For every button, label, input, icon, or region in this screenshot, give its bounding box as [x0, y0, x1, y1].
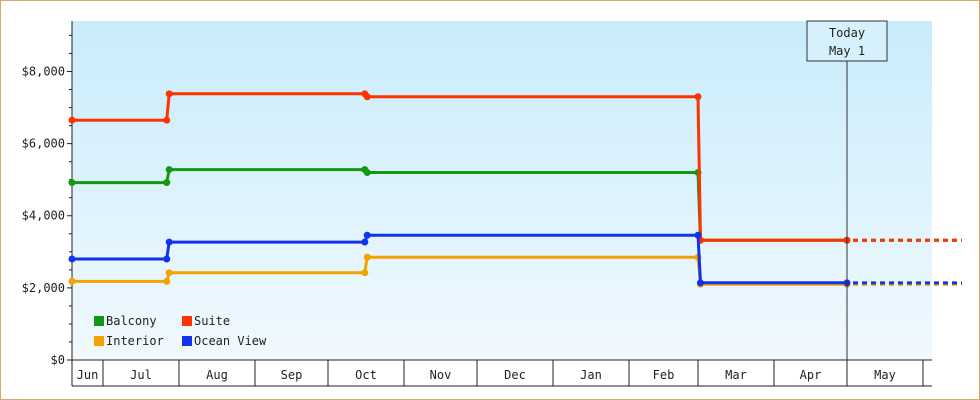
legend-swatch: [182, 336, 192, 346]
x-tick-label: Dec: [504, 368, 526, 382]
y-tick-label: $8,000: [22, 64, 65, 78]
data-point: [165, 166, 173, 174]
data-point: [68, 179, 76, 187]
data-point: [363, 253, 371, 261]
y-tick-label: $4,000: [22, 209, 65, 223]
y-tick-label: $2,000: [22, 281, 65, 295]
x-tick-label: Mar: [725, 368, 747, 382]
x-tick-label: Oct: [355, 368, 377, 382]
today-marker: Today May 1: [806, 20, 888, 360]
x-tick-label: May: [874, 368, 896, 382]
data-point: [363, 93, 371, 101]
data-point: [694, 231, 702, 239]
data-point: [694, 93, 702, 101]
legend-item: Interior: [94, 334, 164, 348]
x-tick-label: Apr: [800, 368, 822, 382]
data-point: [361, 269, 369, 277]
x-tick-label: Feb: [653, 368, 675, 382]
today-date: May 1: [829, 44, 865, 58]
legend-item: Suite: [182, 314, 230, 328]
legend-swatch: [182, 316, 192, 326]
series-layer: [68, 90, 962, 288]
data-point: [163, 179, 171, 187]
legend-swatch: [94, 316, 104, 326]
legend-swatch: [94, 336, 104, 346]
legend-label: Balcony: [106, 314, 157, 328]
data-point: [163, 116, 171, 124]
x-tick-label: Jul: [130, 368, 152, 382]
today-label: Today: [829, 26, 865, 40]
x-tick-label: Sep: [281, 368, 303, 382]
x-tick-label: Jun: [77, 368, 99, 382]
series-ocean-view: [68, 231, 962, 287]
data-point: [363, 231, 371, 239]
x-tick-label: Nov: [430, 368, 452, 382]
axes: $0 $2,000 $4,000 $6,000 $8,000 Jun Jul Aug Sep Oc…: [22, 21, 932, 387]
data-point: [163, 255, 171, 263]
y-tick-label: $0: [51, 353, 65, 367]
legend: Balcony Suite Interior Ocean View: [94, 314, 267, 348]
x-tick-label: Aug: [206, 368, 228, 382]
legend-item: Balcony: [94, 314, 157, 328]
legend-label: Ocean View: [194, 334, 267, 348]
data-point: [68, 255, 76, 263]
data-point: [363, 168, 371, 176]
series-suite: [68, 90, 962, 244]
data-point: [361, 238, 369, 246]
legend-item: Ocean View: [182, 334, 267, 348]
data-point: [163, 277, 171, 285]
legend-label: Suite: [194, 314, 230, 328]
today-box: [806, 20, 888, 62]
plot-background: [72, 21, 932, 360]
data-point: [696, 279, 704, 287]
data-point: [165, 238, 173, 246]
data-point: [68, 116, 76, 124]
x-tick-label: Jan: [580, 368, 602, 382]
data-point: [68, 277, 76, 285]
data-point: [165, 269, 173, 277]
data-point: [165, 90, 173, 98]
legend-label: Interior: [106, 334, 164, 348]
y-tick-label: $6,000: [22, 137, 65, 151]
